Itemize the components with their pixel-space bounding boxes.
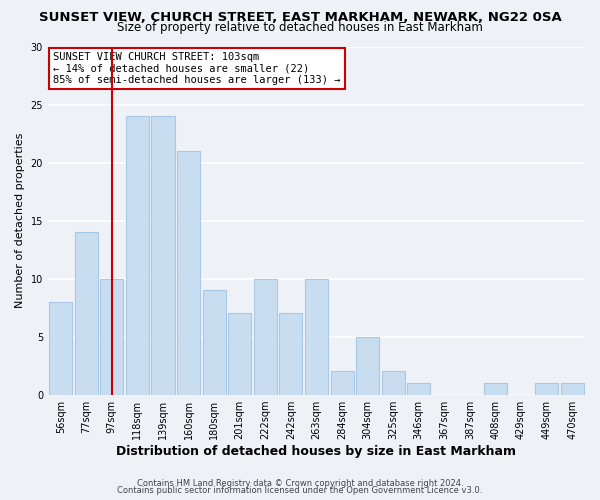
Bar xyxy=(203,290,226,395)
Text: Contains HM Land Registry data © Crown copyright and database right 2024.: Contains HM Land Registry data © Crown c… xyxy=(137,478,463,488)
Bar xyxy=(356,336,379,394)
Bar xyxy=(254,278,277,394)
Bar xyxy=(177,151,200,394)
Bar xyxy=(535,383,558,394)
Bar xyxy=(151,116,175,394)
X-axis label: Distribution of detached houses by size in East Markham: Distribution of detached houses by size … xyxy=(116,444,517,458)
Bar xyxy=(561,383,584,394)
Bar xyxy=(484,383,507,394)
Text: Size of property relative to detached houses in East Markham: Size of property relative to detached ho… xyxy=(117,22,483,35)
Bar xyxy=(305,278,328,394)
Bar xyxy=(331,372,353,394)
Bar xyxy=(100,278,124,394)
Bar xyxy=(75,232,98,394)
Bar xyxy=(126,116,149,394)
Text: SUNSET VIEW, CHURCH STREET, EAST MARKHAM, NEWARK, NG22 0SA: SUNSET VIEW, CHURCH STREET, EAST MARKHAM… xyxy=(38,11,562,24)
Text: Contains public sector information licensed under the Open Government Licence v3: Contains public sector information licen… xyxy=(118,486,482,495)
Text: SUNSET VIEW CHURCH STREET: 103sqm
← 14% of detached houses are smaller (22)
85% : SUNSET VIEW CHURCH STREET: 103sqm ← 14% … xyxy=(53,52,341,85)
Bar xyxy=(49,302,72,394)
Bar xyxy=(280,314,302,394)
Bar xyxy=(407,383,430,394)
Y-axis label: Number of detached properties: Number of detached properties xyxy=(15,133,25,308)
Bar xyxy=(382,372,404,394)
Bar xyxy=(228,314,251,394)
